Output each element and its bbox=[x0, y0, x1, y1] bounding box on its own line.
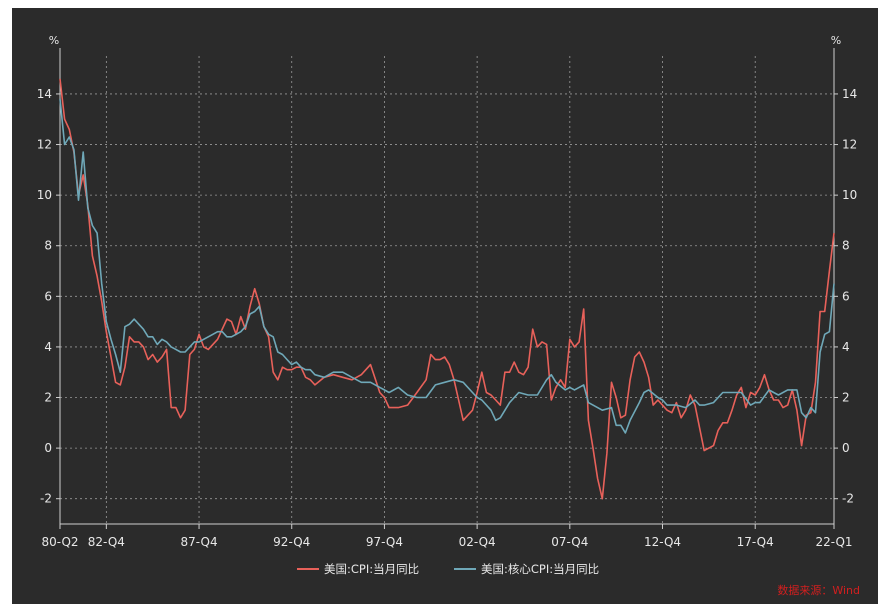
y-tick-label-left: 2 bbox=[44, 391, 52, 405]
y-tick-label-right: 4 bbox=[842, 340, 850, 354]
y-tick-label-right: 12 bbox=[842, 138, 857, 152]
y-tick-label-right: 0 bbox=[842, 441, 850, 455]
y-tick-label-left: 0 bbox=[44, 441, 52, 455]
chart-panel: -2 -2 0 0 2 2 4 4 6 6 8 8 10 10 12 12 14 14 80-Q2 82-Q4 87-Q… bbox=[12, 8, 878, 604]
x-tick-label: 97-Q4 bbox=[366, 535, 403, 549]
x-tick-label: 87-Q4 bbox=[180, 535, 217, 549]
x-tick-label: 02-Q4 bbox=[459, 535, 496, 549]
x-tick-label: 12-Q4 bbox=[644, 535, 681, 549]
legend-label-cpi: 美国:CPI:当月同比 bbox=[324, 562, 419, 576]
x-tick-label: 17-Q4 bbox=[737, 535, 774, 549]
y-tick-label-left: 6 bbox=[44, 289, 52, 303]
y-tick-label-left: 4 bbox=[44, 340, 52, 354]
x-tick-label: 07-Q4 bbox=[551, 535, 588, 549]
axes: -2 -2 0 0 2 2 4 4 6 6 8 8 10 10 12 12 14 14 80-Q2 82-Q4 87-Q… bbox=[37, 48, 857, 549]
y-tick-label-left: 10 bbox=[37, 188, 52, 202]
y-tick-label-right: 6 bbox=[842, 289, 850, 303]
legend-label-core-cpi: 美国:核心CPI:当月同比 bbox=[481, 562, 599, 576]
series-line-cpi bbox=[59, 78, 835, 500]
cpi-line-chart: -2 -2 0 0 2 2 4 4 6 6 8 8 10 10 12 12 14 14 80-Q2 82-Q4 87-Q… bbox=[37, 34, 860, 597]
y-tick-label-right: 14 bbox=[842, 87, 857, 101]
source-note: 数据来源：Wind bbox=[777, 583, 860, 597]
y-tick-label-right: 8 bbox=[842, 239, 850, 253]
x-tick-label: 92-Q4 bbox=[273, 535, 310, 549]
y-tick-label-left: 14 bbox=[37, 87, 52, 101]
y-tick-label-right: 2 bbox=[842, 391, 850, 405]
x-tick-label: 80-Q2 bbox=[41, 535, 78, 549]
y-axis-unit-right: % bbox=[831, 34, 841, 47]
y-tick-label-right: -2 bbox=[842, 492, 854, 506]
grid bbox=[59, 56, 835, 524]
y-axis-unit-left: % bbox=[49, 34, 59, 47]
x-tick-label: 22-Q1 bbox=[815, 535, 852, 549]
x-tick-label: 82-Q4 bbox=[88, 535, 125, 549]
y-tick-label-left: 12 bbox=[37, 138, 52, 152]
series-lines bbox=[59, 78, 835, 500]
y-tick-label-left: 8 bbox=[44, 239, 52, 253]
y-tick-label-left: -2 bbox=[40, 492, 52, 506]
y-tick-label-right: 10 bbox=[842, 188, 857, 202]
legend: 美国:CPI:当月同比 美国:核心CPI:当月同比 bbox=[297, 562, 599, 576]
series-line-core-cpi bbox=[59, 98, 835, 434]
